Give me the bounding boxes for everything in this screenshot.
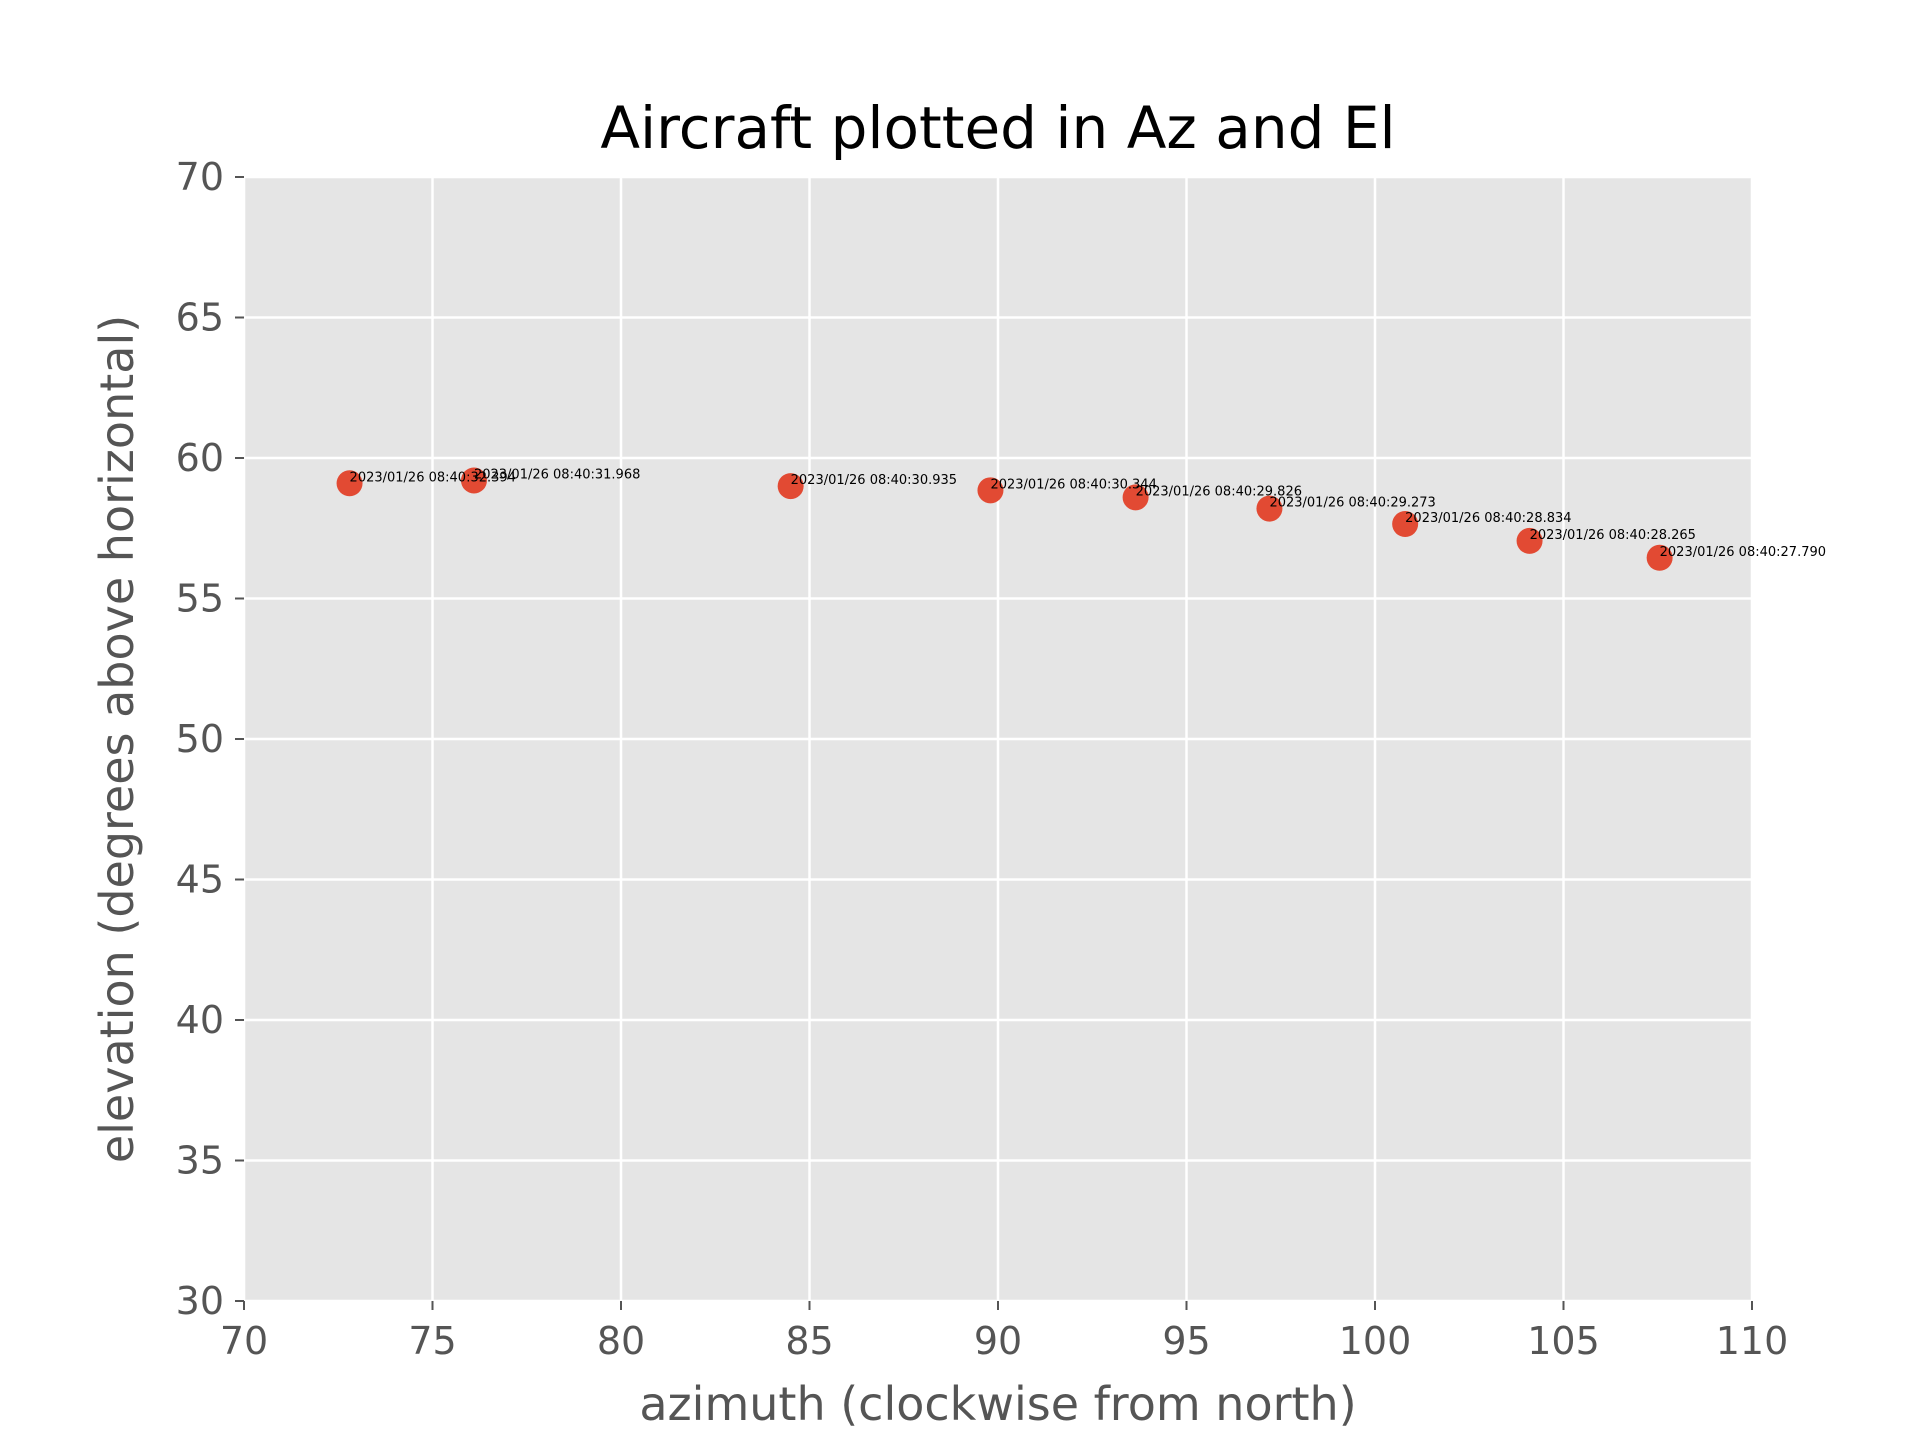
data-point <box>460 467 487 494</box>
data-point <box>977 477 1004 504</box>
x-tick-label: 100 <box>1339 1319 1412 1363</box>
data-point-label: 2023/01/26 08:40:29.826 <box>1136 484 1302 499</box>
data-point <box>1516 527 1543 554</box>
data-point-label: 2023/01/26 08:40:30.344 <box>990 477 1156 492</box>
y-tick-label: 40 <box>176 998 224 1042</box>
y-tick-label: 70 <box>176 155 224 199</box>
data-point-label: 2023/01/26 08:40:31.968 <box>474 467 640 482</box>
axis-ticks: 70 75 80 85 90 95 100 105 110 30 35 40 45 50 55 60 65 70 <box>176 155 1789 1363</box>
x-tick-label: 110 <box>1716 1319 1789 1363</box>
data-point <box>1256 495 1283 522</box>
x-tick-label: 80 <box>597 1319 645 1363</box>
x-axis-label: azimuth (clockwise from north) <box>639 1377 1356 1431</box>
data-point <box>1646 544 1673 571</box>
y-tick-label: 35 <box>176 1139 224 1183</box>
x-tick-label: 85 <box>785 1319 833 1363</box>
chart-title: Aircraft plotted in Az and El <box>600 94 1395 162</box>
data-points <box>336 467 1673 571</box>
x-tick-label: 75 <box>408 1319 456 1363</box>
y-tick-label: 65 <box>176 296 224 340</box>
x-tick-label: 105 <box>1527 1319 1600 1363</box>
data-point <box>1392 511 1419 538</box>
y-tick-label: 45 <box>176 858 224 902</box>
x-tick-label: 90 <box>974 1319 1022 1363</box>
data-point-label: 2023/01/26 08:40:28.834 <box>1405 511 1571 526</box>
x-tick-label: 70 <box>220 1319 268 1363</box>
data-point-label: 2023/01/26 08:40:30.935 <box>791 473 957 488</box>
y-axis-label: elevation (degrees above horizontal) <box>90 315 144 1163</box>
y-tick-label: 50 <box>176 717 224 761</box>
y-tick-label: 55 <box>176 577 224 621</box>
data-point-label: 2023/01/26 08:40:32.394 <box>350 470 516 485</box>
data-point-label: 2023/01/26 08:40:29.273 <box>1269 496 1435 511</box>
data-point-label: 2023/01/26 08:40:27.790 <box>1660 545 1826 560</box>
data-point <box>1122 484 1149 511</box>
data-point <box>777 473 804 500</box>
data-point-label: 2023/01/26 08:40:28.265 <box>1530 528 1696 543</box>
y-tick-label: 60 <box>176 436 224 480</box>
x-tick-label: 95 <box>1162 1319 1210 1363</box>
data-point <box>336 470 363 497</box>
y-tick-label: 30 <box>176 1279 224 1323</box>
